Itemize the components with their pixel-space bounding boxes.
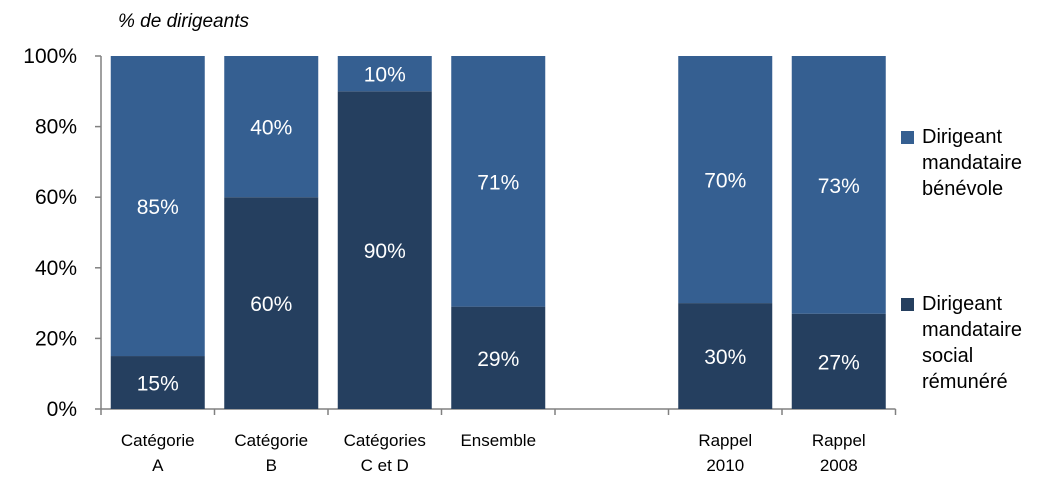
legend: Dirigeant mandataire bénévole Dirigeant mand… — [901, 126, 1022, 393]
bar-segment-benevole — [224, 56, 319, 198]
data-label: 90% — [364, 240, 406, 263]
data-label: 60% — [250, 293, 292, 316]
bar-segment-benevole — [337, 56, 432, 92]
legend-label: social — [922, 345, 973, 367]
bar-segment-remunere — [224, 197, 319, 409]
x-category-label-line: 2010 — [706, 456, 744, 475]
x-category-label: Catégorie B — [234, 431, 308, 475]
bar-segment-benevole — [451, 56, 546, 307]
y-tick-label: 100% — [23, 45, 77, 68]
x-category-label-line: Ensemble — [460, 431, 536, 450]
legend-label: bénévole — [922, 178, 1003, 200]
data-label: 27% — [818, 351, 860, 374]
bars — [110, 56, 886, 410]
x-category-label-line: Catégorie — [234, 431, 308, 450]
data-label: 85% — [137, 196, 179, 219]
y-unit-label: % de dirigeants — [118, 11, 249, 32]
legend-label: mandataire — [922, 319, 1022, 341]
y-tick-label: 0% — [47, 398, 77, 421]
bar-segment-benevole — [678, 56, 773, 304]
y-tick-label: 80% — [35, 116, 77, 139]
x-category-label-line: B — [266, 456, 277, 475]
data-label: 30% — [704, 346, 746, 369]
y-tick-label: 20% — [35, 327, 77, 350]
data-label: 71% — [477, 171, 519, 194]
x-category-label: Catégorie A — [121, 431, 195, 475]
x-category-label-line: Rappel — [812, 431, 866, 450]
x-category-label: Catégories C et D — [344, 431, 426, 475]
x-category-label-line: C et D — [361, 456, 409, 475]
bar-segment-remunere — [791, 313, 886, 409]
x-category-label-line: Catégorie — [121, 431, 195, 450]
x-category-label-line: A — [152, 456, 164, 475]
legend-label: Dirigeant — [922, 126, 1002, 148]
x-category-label-line: Rappel — [698, 431, 752, 450]
x-category-label: Rappel 2010 — [698, 431, 752, 475]
x-category-label-line: Catégories — [344, 431, 426, 450]
data-label: 10% — [364, 64, 406, 87]
bar-segment-remunere — [337, 91, 432, 410]
legend-swatch-benevole — [901, 131, 914, 144]
legend-label: rémunéré — [922, 371, 1008, 393]
data-label: 40% — [250, 117, 292, 140]
data-label: 29% — [477, 348, 519, 371]
data-labels: 15% 85% 60% 40% 90% 10% 29% 71% 30% 70% 27% 73% — [137, 64, 860, 396]
bar-segment-benevole — [110, 56, 205, 357]
bar-segment-remunere — [678, 303, 773, 409]
data-label: 15% — [137, 373, 179, 396]
data-label: 70% — [704, 170, 746, 193]
y-tick-label: 60% — [35, 186, 77, 209]
legend-label: Dirigeant — [922, 293, 1002, 315]
legend-label: mandataire — [922, 152, 1022, 174]
bar-segment-benevole — [791, 56, 886, 314]
legend-swatch-remunere — [901, 298, 914, 311]
x-category-label-line: 2008 — [820, 456, 858, 475]
x-category-label: Ensemble — [460, 431, 536, 450]
x-category-label: Rappel 2008 — [812, 431, 866, 475]
bar-segment-remunere — [110, 356, 205, 409]
data-label: 73% — [818, 175, 860, 198]
y-tick-label: 40% — [35, 257, 77, 280]
bar-segment-remunere — [451, 306, 546, 409]
